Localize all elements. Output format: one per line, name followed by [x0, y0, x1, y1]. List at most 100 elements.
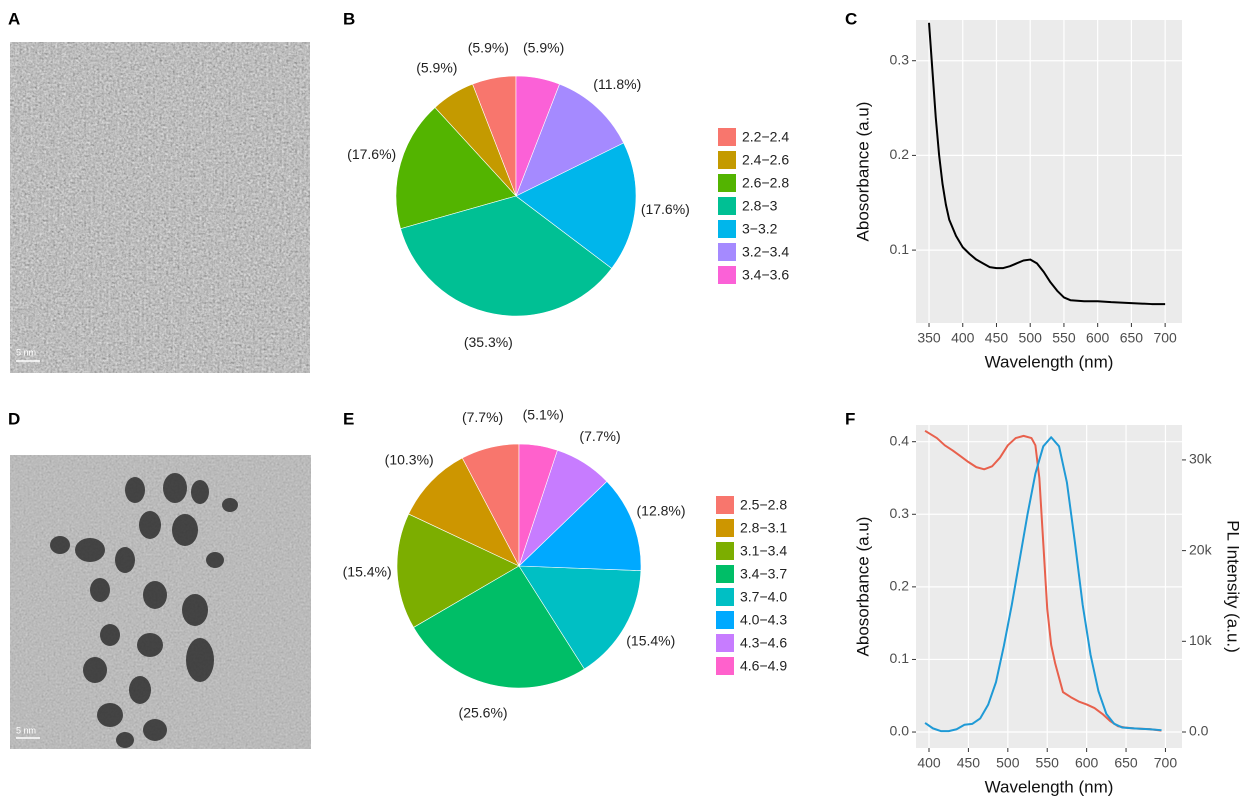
slice-label: (35.3%)	[464, 334, 513, 350]
x-tick-label: 550	[1052, 330, 1076, 346]
x-tick-label: 600	[1075, 755, 1099, 771]
slice-label: (11.8%)	[593, 76, 641, 92]
slice-label: (5.9%)	[416, 59, 457, 75]
legend-label: 4.0−4.3	[740, 612, 787, 628]
plot-background	[916, 20, 1182, 323]
scale-bar-label: 5 nm	[16, 347, 36, 357]
y-tick-label: 0.2	[890, 146, 910, 162]
legend-swatch	[716, 611, 734, 629]
slice-label: (25.6%)	[459, 704, 508, 720]
legend-swatch	[718, 266, 736, 284]
slice-label: (5.9%)	[468, 39, 509, 55]
legend-swatch	[718, 243, 736, 261]
legend-swatch	[716, 634, 734, 652]
slice-label: (17.6%)	[641, 201, 690, 217]
slice-label: (15.4%)	[343, 563, 392, 579]
legend-swatch	[718, 197, 736, 215]
x-tick-label: 700	[1153, 330, 1177, 346]
slice-label: (15.4%)	[626, 632, 675, 648]
particles	[50, 473, 238, 748]
pie-slice	[395, 107, 517, 230]
panel-label: B	[343, 9, 355, 28]
scale-bar-label: 5 nm	[16, 725, 36, 735]
legend-swatch	[716, 657, 734, 675]
legend-swatch	[716, 519, 734, 537]
y-tick-label: 0.2	[890, 578, 910, 594]
legend-label: 2.5−2.8	[740, 497, 787, 513]
legend-label: 2.8−3	[742, 198, 778, 214]
legend-label: 3.4−3.6	[742, 267, 789, 283]
panel-label: F	[845, 409, 855, 428]
x-tick-label: 400	[917, 755, 941, 771]
line-series	[928, 22, 1166, 306]
legend-swatch	[718, 174, 736, 192]
y-axis-title: Abosorbance (a.u)	[853, 517, 872, 657]
pie-slice	[518, 565, 642, 670]
legend-label: 2.4−2.6	[742, 152, 789, 168]
legend-swatch	[716, 542, 734, 560]
legend-label: 3−3.2	[742, 221, 778, 237]
legend-label: 4.6−4.9	[740, 658, 787, 674]
y-axis-title: Abosorbance (a.u)	[853, 102, 872, 242]
x-tick-label: 500	[996, 755, 1020, 771]
pie-slice	[396, 513, 520, 628]
legend-label: 2.2−2.4	[742, 129, 789, 145]
slice-label: (7.7%)	[579, 428, 620, 444]
y2-axis-title: PL Intensity (a.u.)	[1224, 520, 1243, 653]
y2-tick-label: 0.0	[1189, 723, 1209, 739]
legend-swatch	[716, 496, 734, 514]
x-tick-label: 400	[951, 330, 975, 346]
pie-slice	[515, 142, 637, 269]
legend-swatch	[718, 220, 736, 238]
x-tick-label: 600	[1086, 330, 1110, 346]
panel-label: A	[8, 9, 20, 28]
legend-label: 3.1−3.4	[740, 543, 787, 559]
y-tick-label: 0.4	[890, 432, 910, 448]
panel-label: E	[343, 409, 354, 428]
pie-slice	[408, 457, 520, 567]
legend-swatch	[716, 588, 734, 606]
legend-label: 2.8−3.1	[740, 520, 787, 536]
x-tick-label: 700	[1154, 755, 1178, 771]
line-series	[924, 429, 1162, 732]
y-tick-label: 0.0	[890, 723, 910, 739]
line-series	[924, 436, 1162, 733]
y-tick-label: 0.1	[890, 241, 910, 257]
legend-swatch	[718, 128, 736, 146]
y2-tick-label: 20k	[1189, 541, 1213, 557]
legend-label: 2.6−2.8	[742, 175, 789, 191]
legend-label: 3.2−3.4	[742, 244, 789, 260]
slice-label: (7.7%)	[462, 409, 503, 425]
pie-slice	[413, 565, 585, 689]
x-tick-label: 450	[957, 755, 981, 771]
pie-slice	[518, 480, 642, 571]
legend-swatch	[718, 151, 736, 169]
x-axis-title: Wavelength (nm)	[985, 352, 1114, 371]
legend-label: 3.7−4.0	[740, 589, 787, 605]
panel-label: C	[845, 9, 857, 28]
y-tick-label: 0.1	[890, 650, 910, 666]
y2-tick-label: 10k	[1189, 632, 1213, 648]
x-tick-label: 650	[1120, 330, 1144, 346]
panel-label: D	[8, 409, 20, 428]
legend-label: 4.3−4.6	[740, 635, 787, 651]
slice-label: (10.3%)	[385, 452, 434, 468]
legend-label: 3.4−3.7	[740, 566, 787, 582]
x-tick-label: 550	[1036, 755, 1060, 771]
pie-slice	[400, 195, 613, 317]
slice-label: (5.9%)	[523, 39, 564, 55]
y2-tick-label: 30k	[1189, 451, 1213, 467]
y-tick-label: 0.3	[890, 505, 910, 521]
x-tick-label: 650	[1114, 755, 1138, 771]
x-tick-label: 450	[985, 330, 1009, 346]
pie-slice	[518, 443, 558, 567]
slice-label: (5.1%)	[523, 407, 564, 423]
x-tick-label: 350	[917, 330, 941, 346]
slice-label: (12.8%)	[637, 503, 686, 519]
x-tick-label: 500	[1019, 330, 1043, 346]
y-tick-label: 0.3	[890, 51, 910, 67]
pie-slice	[515, 83, 624, 197]
x-axis-title: Wavelength (nm)	[985, 777, 1114, 796]
slice-label: (17.6%)	[347, 146, 396, 162]
